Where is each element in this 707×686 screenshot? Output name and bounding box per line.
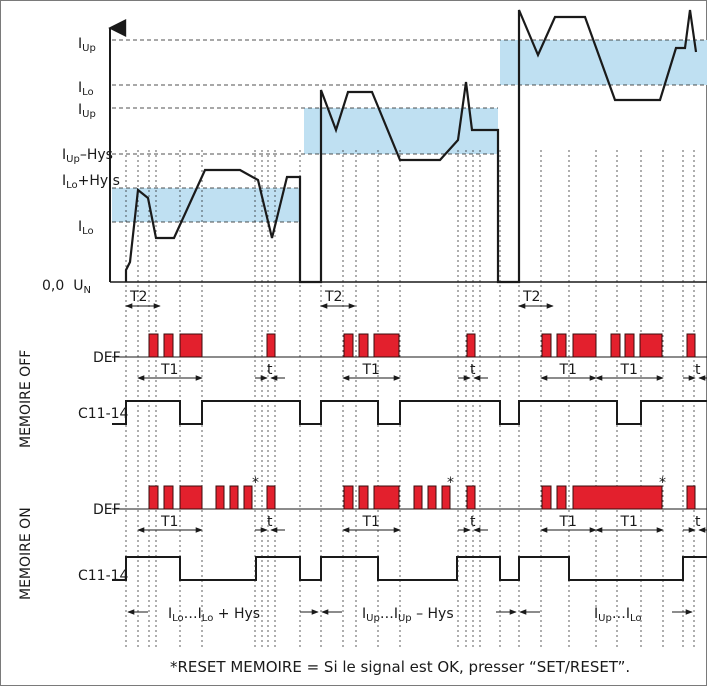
def-pulse xyxy=(572,485,663,510)
def-pulses-memoire-on xyxy=(148,485,696,510)
asterisk-mark: * xyxy=(659,475,666,491)
def-pulse xyxy=(686,333,696,358)
def-pulse xyxy=(358,485,369,510)
level-label-ilo-group1: ILo xyxy=(78,219,94,237)
level-label-iup-group2: IUp xyxy=(78,102,96,120)
def-pulse xyxy=(427,485,437,510)
def-pulse xyxy=(266,485,276,510)
c1114-relay-memoire-off xyxy=(112,400,707,425)
t1-label: T1 xyxy=(559,514,577,530)
def-pulse xyxy=(148,333,159,358)
def-pulse xyxy=(413,485,423,510)
def-pulse xyxy=(466,333,476,358)
t2-label: T2 xyxy=(324,289,342,305)
def-pulse xyxy=(686,485,696,510)
hysteresis-band xyxy=(304,108,498,154)
c1114-label: C11-14 xyxy=(78,568,129,584)
t-label: t xyxy=(695,514,701,530)
def-label: DEF xyxy=(93,502,121,518)
t-label: t xyxy=(695,362,701,378)
current-signal-line xyxy=(124,9,698,284)
asterisk-mark: * xyxy=(447,475,454,491)
def-pulse xyxy=(639,333,663,358)
def-pulse xyxy=(556,485,567,510)
def-pulse xyxy=(572,333,597,358)
def-pulse xyxy=(179,485,203,510)
def-pulse xyxy=(610,333,621,358)
def-pulse xyxy=(215,485,225,510)
origin-label: 0,0 UN xyxy=(42,278,91,296)
def-pulse xyxy=(243,485,253,510)
memoire-on-label: MEMOIRE ON xyxy=(18,507,34,600)
def-pulse xyxy=(179,333,203,358)
def-pulse xyxy=(343,485,354,510)
def-pulses-memoire-off xyxy=(148,333,696,358)
t-label: t xyxy=(267,514,273,530)
reset-asterisks: * * * xyxy=(252,475,666,491)
def-pulse xyxy=(556,333,567,358)
def-pulse xyxy=(441,485,451,510)
t1-timings-memoire-off: T1 T1 T1 T1 t t t xyxy=(137,362,707,381)
phase-label-3: IUp…ILo xyxy=(594,606,641,624)
t1-timings-memoire-on: T1 T1 T1 T1 t t t xyxy=(137,514,707,533)
level-label-ilo-hys: ILo+Hy s xyxy=(62,173,120,191)
t1-label: T1 xyxy=(362,362,380,378)
def-pulse xyxy=(229,485,239,510)
level-labels: IUp ILo IUp IUp–Hys ILo+Hy s ILo 0,0 UN xyxy=(42,36,120,296)
level-label-iup-group3: IUp xyxy=(78,36,96,54)
hysteresis-bands xyxy=(112,40,707,222)
def-label: DEF xyxy=(93,350,121,366)
def-pulse xyxy=(541,333,552,358)
t-label: t xyxy=(267,362,273,378)
def-pulse xyxy=(624,333,635,358)
t2-timings: T2 T2 T2 xyxy=(125,289,554,309)
t1-label: T1 xyxy=(160,514,178,530)
phase-label-1: ILo…ILo + Hys xyxy=(168,606,260,624)
def-pulse xyxy=(266,333,276,358)
t2-label: T2 xyxy=(129,289,147,305)
def-pulse xyxy=(148,485,159,510)
t1-label: T1 xyxy=(362,514,380,530)
c1114-label: C11-14 xyxy=(78,406,129,422)
t1-label: T1 xyxy=(620,362,638,378)
def-pulse xyxy=(541,485,552,510)
footnote: *RESET MEMOIRE = Si le signal est OK, pr… xyxy=(170,658,630,676)
def-pulse xyxy=(466,485,476,510)
t1-label: T1 xyxy=(620,514,638,530)
hysteresis-band xyxy=(500,40,707,85)
def-pulse xyxy=(373,333,400,358)
def-pulse xyxy=(343,333,354,358)
memoire-off-label: MEMOIRE OFF xyxy=(18,350,34,448)
def-pulse xyxy=(163,485,174,510)
t1-label: T1 xyxy=(160,362,178,378)
t2-label: T2 xyxy=(522,289,540,305)
def-pulse xyxy=(163,333,174,358)
t-label: t xyxy=(470,362,476,378)
def-pulse xyxy=(358,333,369,358)
phase-labels: ILo…ILo + Hys IUp…IUp – Hys IUp…ILo xyxy=(127,606,693,624)
t1-label: T1 xyxy=(559,362,577,378)
asterisk-mark: * xyxy=(252,475,259,491)
level-label-ilo-group3: ILo xyxy=(78,80,94,98)
level-label-iup-hys: IUp–Hys xyxy=(62,147,113,165)
t-label: t xyxy=(470,514,476,530)
phase-label-2: IUp…IUp – Hys xyxy=(362,606,454,624)
c1114-relay-memoire-on xyxy=(112,556,707,581)
def-pulse xyxy=(373,485,400,510)
